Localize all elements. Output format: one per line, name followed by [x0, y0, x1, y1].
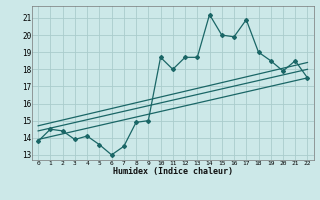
X-axis label: Humidex (Indice chaleur): Humidex (Indice chaleur): [113, 167, 233, 176]
